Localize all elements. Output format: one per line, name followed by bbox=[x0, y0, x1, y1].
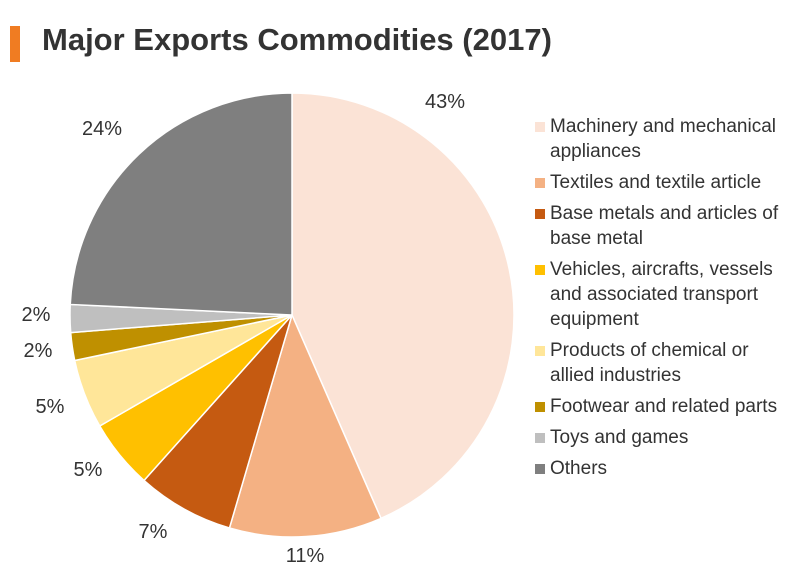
legend-label: Machinery and mechanical appliances bbox=[550, 116, 777, 162]
legend-swatch bbox=[535, 122, 545, 132]
slice-value-label-7: 24% bbox=[82, 118, 122, 140]
slice-value-label-4: 5% bbox=[36, 396, 65, 418]
pie-slice-7 bbox=[69, 92, 293, 316]
legend-item: Others bbox=[535, 456, 793, 481]
title-accent-bar bbox=[10, 26, 20, 62]
legend-label: Products of chemical or allied industrie… bbox=[550, 340, 749, 386]
legend-item: Machinery and mechanical appliances bbox=[535, 114, 793, 164]
legend-label: Footwear and related parts bbox=[550, 396, 778, 417]
legend-swatch bbox=[535, 346, 545, 356]
legend-swatch bbox=[535, 433, 545, 443]
chart-title: Major Exports Commodities (2017) bbox=[42, 22, 552, 57]
legend-item: Vehicles, aircrafts, vessels and associa… bbox=[535, 257, 793, 332]
legend-swatch bbox=[535, 265, 545, 275]
legend-label: Others bbox=[550, 458, 608, 479]
legend-label: Vehicles, aircrafts, vessels and associa… bbox=[550, 259, 773, 330]
chart-legend: Machinery and mechanical appliances Texti… bbox=[535, 114, 793, 487]
legend-item: Toys and games bbox=[535, 425, 793, 450]
legend-swatch bbox=[535, 178, 545, 188]
pie-slice-0 bbox=[291, 92, 515, 520]
slice-value-label-2: 7% bbox=[139, 521, 168, 543]
legend-item: Footwear and related parts bbox=[535, 394, 793, 419]
slice-value-label-6: 2% bbox=[22, 304, 51, 326]
legend-item: Products of chemical or allied industrie… bbox=[535, 338, 793, 388]
slice-value-label-3: 5% bbox=[74, 459, 103, 481]
legend-label: Base metals and articles of base metal bbox=[550, 203, 779, 249]
legend-item: Base metals and articles of base metal bbox=[535, 201, 793, 251]
legend-label: Textiles and textile article bbox=[550, 172, 762, 193]
legend-item: Textiles and textile article bbox=[535, 170, 793, 195]
slice-value-label-1: 11% bbox=[286, 545, 325, 567]
slice-value-label-0: 43% bbox=[425, 91, 465, 113]
legend-swatch bbox=[535, 402, 545, 412]
slice-value-label-5: 2% bbox=[24, 340, 53, 362]
legend-swatch bbox=[535, 209, 545, 219]
legend-swatch bbox=[535, 464, 545, 474]
legend-label: Toys and games bbox=[550, 427, 689, 448]
pie-slice-1 bbox=[228, 312, 382, 538]
